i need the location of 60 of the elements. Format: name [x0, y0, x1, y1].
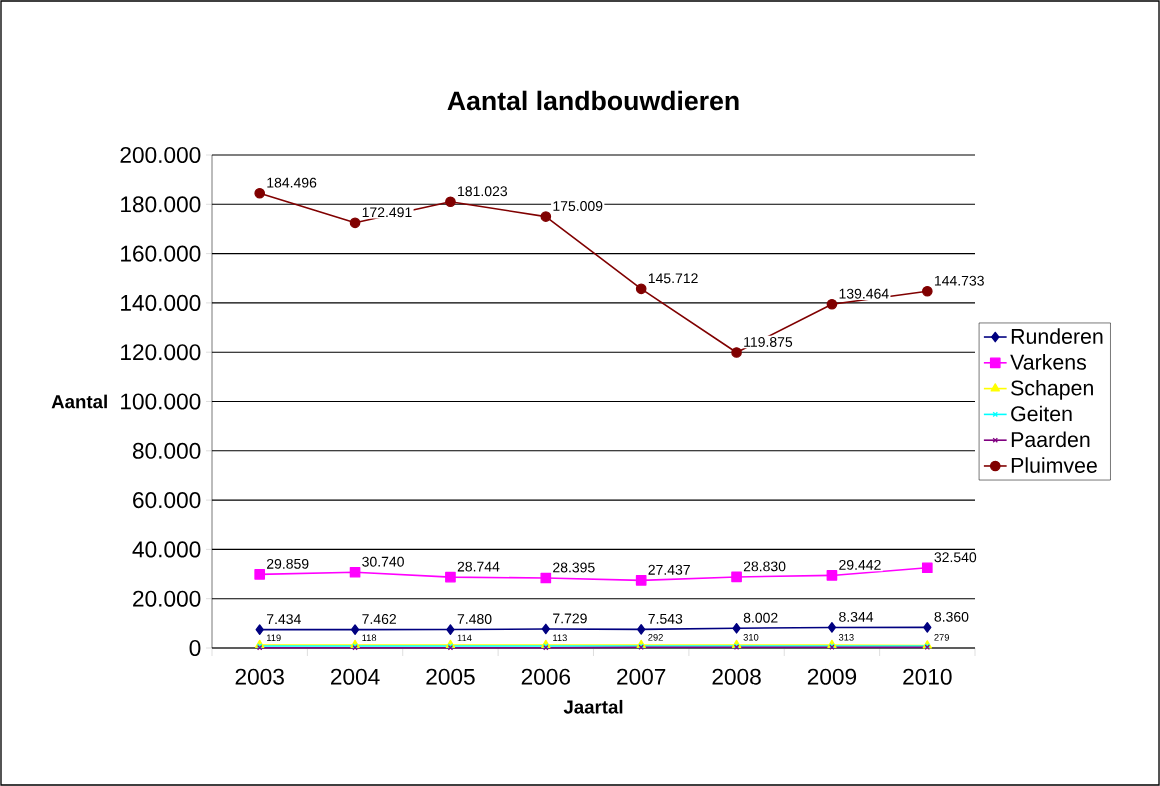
data-label: 8.344 — [839, 611, 874, 622]
data-label: 292 — [648, 634, 663, 641]
legend-label: Geiten — [1011, 405, 1072, 422]
data-label: 7.729 — [553, 613, 587, 624]
y-tick-label: 20.000 — [133, 590, 201, 607]
chart-title: Aantal landbouwdieren — [447, 90, 739, 111]
y-tick-label: 120.000 — [121, 344, 201, 361]
x-tick-label: 2007 — [617, 668, 666, 685]
x-tick-label: 2005 — [426, 668, 475, 685]
legend-label: Schapen — [1011, 379, 1093, 400]
data-label: 310 — [743, 634, 759, 641]
data-label: 29.859 — [267, 558, 309, 569]
y-axis-title: Aantal — [51, 394, 107, 409]
data-label: 313 — [838, 634, 854, 641]
data-label: 28.744 — [457, 561, 500, 572]
x-tick-label: 2010 — [903, 668, 952, 685]
data-label: 27.437 — [648, 564, 690, 575]
data-label: 172.491 — [362, 207, 412, 218]
data-label: 181.023 — [458, 186, 508, 197]
data-label: 144.733 — [934, 275, 984, 286]
data-label: 8.002 — [743, 612, 778, 623]
y-tick-label: 40.000 — [132, 541, 201, 558]
data-label: 139.464 — [839, 288, 889, 299]
data-label: 30.740 — [362, 556, 404, 567]
data-label: 279 — [934, 634, 950, 641]
y-tick-label: 0 — [189, 639, 201, 657]
data-label: 184.496 — [267, 177, 317, 188]
x-axis-title: Jaartal — [563, 699, 623, 714]
y-tick-label: 200.000 — [120, 146, 201, 164]
data-label: 7.462 — [362, 614, 396, 625]
x-tick-label: 2003 — [235, 668, 284, 685]
legend-label: Paarden — [1011, 431, 1090, 448]
y-tick-label: 140.000 — [121, 294, 201, 311]
data-label: 8.360 — [934, 611, 969, 622]
data-label: 7.434 — [267, 614, 301, 625]
x-tick-label: 2008 — [712, 668, 761, 685]
legend-label: Pluimvee — [1011, 457, 1097, 473]
y-tick-label: 160.000 — [121, 245, 201, 262]
legend-label: Varkens — [1010, 354, 1087, 370]
data-label: 118 — [362, 634, 377, 642]
y-tick-label: 180.000 — [121, 196, 201, 213]
data-label: 29.442 — [839, 559, 881, 570]
y-tick-label: 100.000 — [121, 393, 201, 410]
data-label: 113 — [553, 634, 567, 642]
data-label: 114 — [457, 634, 472, 642]
x-tick-label: 2006 — [521, 668, 571, 685]
data-label: 28.830 — [743, 561, 786, 572]
data-label: 119 — [267, 634, 281, 642]
data-label: 119.875 — [744, 337, 793, 347]
y-tick-label: 60.000 — [133, 492, 201, 509]
y-tick-label: 80.000 — [132, 442, 201, 459]
data-label: 28.395 — [553, 562, 595, 573]
x-tick-label: 2004 — [331, 668, 380, 685]
x-tick-label: 2009 — [807, 668, 857, 685]
data-label: 7.480 — [457, 614, 492, 624]
data-label: 145.712 — [648, 273, 698, 284]
data-label: 175.009 — [553, 201, 603, 212]
data-label: 32.540 — [934, 552, 977, 563]
data-label: 7.543 — [648, 613, 683, 624]
legend-label: Runderen — [1011, 328, 1103, 344]
